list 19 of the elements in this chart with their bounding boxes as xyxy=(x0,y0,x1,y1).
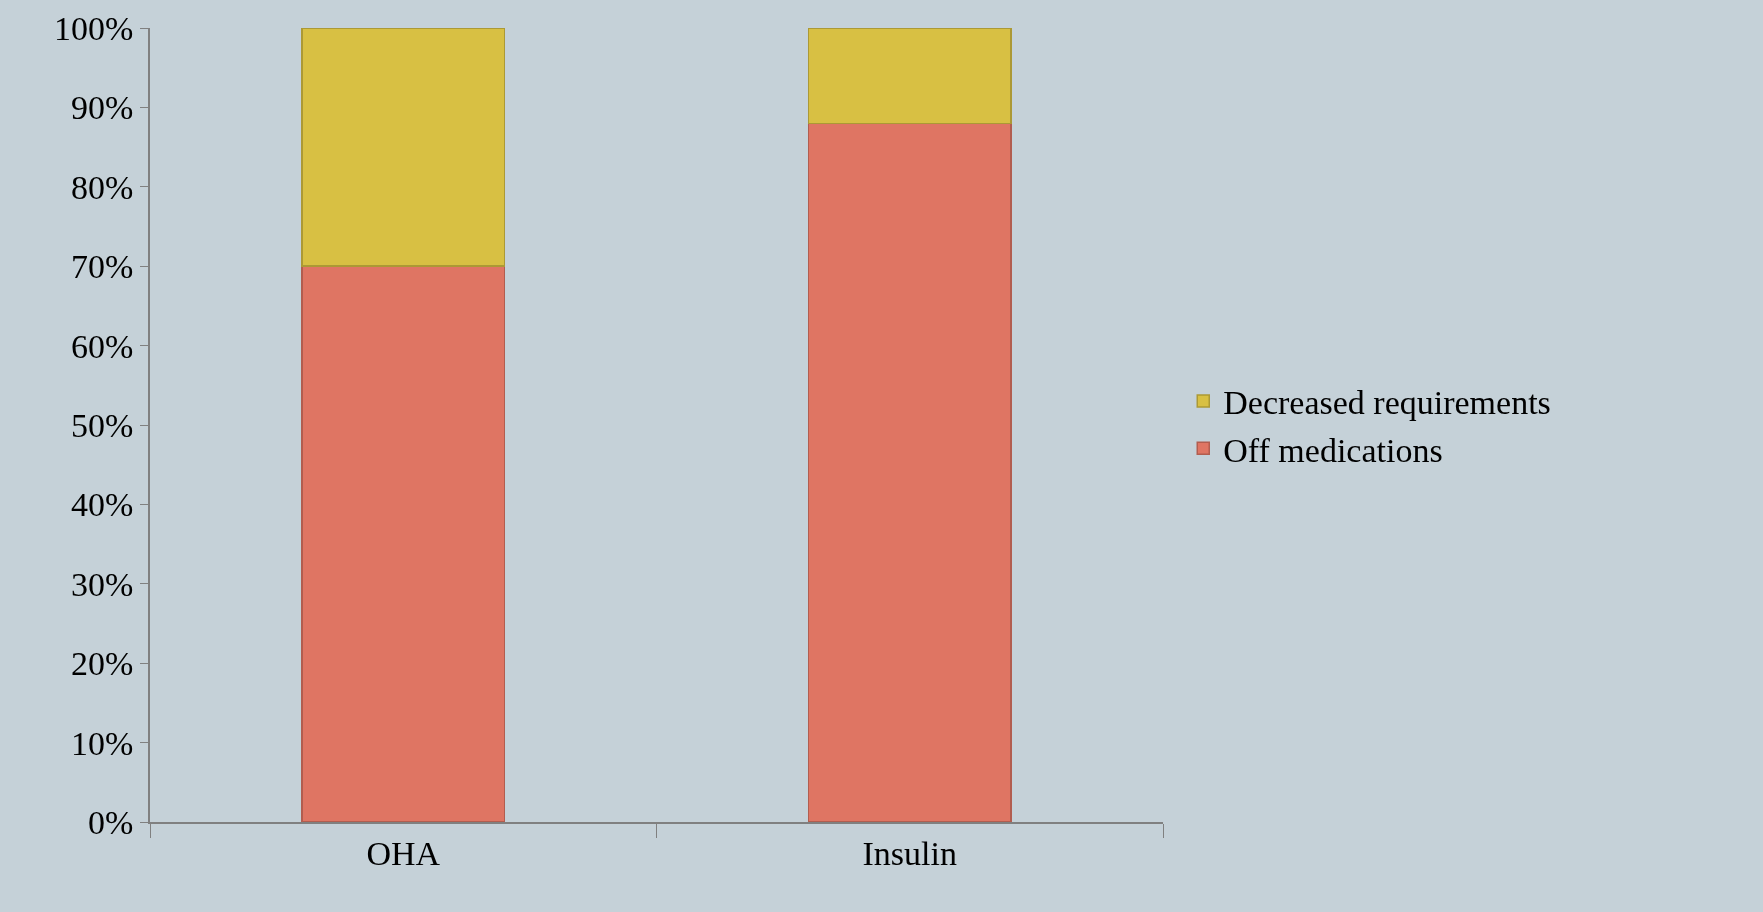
y-tick-label: 70% xyxy=(71,248,134,286)
y-tick-label: 40% xyxy=(71,486,134,524)
bar xyxy=(807,28,1012,125)
y-tick-label: 50% xyxy=(71,406,134,444)
x-tick-label: OHA xyxy=(366,834,441,872)
bar xyxy=(301,28,506,267)
y-tick-label: 20% xyxy=(71,645,134,683)
legend-label: Decreased requirements xyxy=(1223,384,1551,422)
y-tick-label: 30% xyxy=(71,565,134,603)
y-tick-label: 100% xyxy=(54,9,134,47)
legend-label: Off medications xyxy=(1223,431,1443,469)
bar xyxy=(301,265,506,822)
y-tick-label: 10% xyxy=(71,724,134,762)
y-tick-label: 80% xyxy=(71,168,134,206)
y-tick-label: 90% xyxy=(71,89,134,127)
y-tick-label: 60% xyxy=(71,327,134,365)
bar xyxy=(807,122,1012,822)
x-tick-label: Insulin xyxy=(862,834,957,872)
y-tick-label: 0% xyxy=(88,803,134,841)
